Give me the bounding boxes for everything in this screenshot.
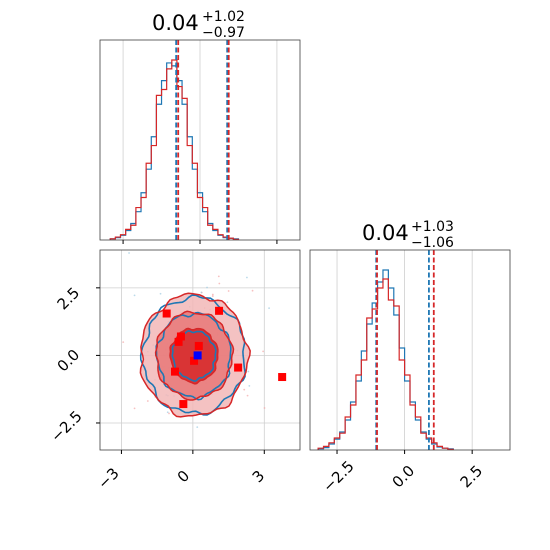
red-square-marker bbox=[179, 400, 188, 409]
histogram-right-title-main: 0.04 bbox=[362, 221, 409, 245]
sample-point bbox=[251, 289, 254, 292]
sample-point bbox=[146, 400, 149, 402]
x-tick-label: −3 bbox=[94, 464, 122, 492]
sample-point bbox=[128, 252, 130, 254]
sample-point bbox=[262, 350, 265, 353]
sample-point bbox=[247, 370, 250, 373]
sample-point bbox=[133, 294, 136, 297]
x-tick-label: 0 bbox=[174, 467, 193, 486]
sample-point bbox=[211, 295, 214, 298]
sample-point bbox=[217, 275, 220, 278]
red-square-marker bbox=[190, 356, 199, 365]
x-tick-label: −2.5 bbox=[319, 457, 357, 495]
blue-contour-line bbox=[139, 294, 246, 416]
sample-point bbox=[248, 384, 251, 387]
sample-point bbox=[226, 301, 229, 304]
red-square-marker bbox=[171, 367, 179, 376]
red-contour-line bbox=[154, 310, 235, 401]
histogram-right-frame bbox=[309, 249, 511, 451]
x-tick-label: 0.0 bbox=[389, 462, 419, 492]
scatter-frame bbox=[99, 249, 301, 451]
histogram-series-1 bbox=[317, 278, 454, 450]
red-square-marker bbox=[162, 309, 171, 318]
sample-point bbox=[166, 411, 169, 414]
sample-point bbox=[218, 282, 221, 285]
sample-point bbox=[206, 286, 208, 289]
red-square-marker bbox=[278, 373, 287, 382]
sample-point bbox=[133, 407, 136, 410]
sample-point bbox=[168, 412, 170, 415]
x-tick-label: 3 bbox=[249, 467, 268, 486]
scatter-contour-panel: −3 0 3 2.5 0.0 −2.5 bbox=[47, 249, 301, 493]
histogram-series-1 bbox=[109, 59, 240, 241]
sample-point bbox=[211, 293, 214, 296]
red-square-marker bbox=[234, 363, 243, 372]
sample-point bbox=[227, 290, 230, 292]
blue-square-marker bbox=[193, 351, 202, 360]
histogram-right-title-sup: +1.03 bbox=[411, 219, 454, 235]
sample-point bbox=[263, 407, 266, 409]
sample-point bbox=[200, 291, 203, 294]
blue-contour-line bbox=[171, 329, 217, 383]
histogram-right-title-sub: −1.06 bbox=[411, 235, 454, 251]
sample-point bbox=[159, 292, 162, 295]
red-square-marker bbox=[215, 306, 224, 315]
y-tick-label: 0.0 bbox=[54, 346, 84, 376]
red-contour-line bbox=[139, 292, 251, 418]
sample-point bbox=[196, 426, 199, 429]
y-tick-label: 2.5 bbox=[54, 284, 84, 314]
sample-point bbox=[246, 394, 249, 397]
x-tick-label: 2.5 bbox=[457, 462, 487, 492]
sample-point bbox=[268, 307, 270, 310]
y-tick-label: −2.5 bbox=[47, 407, 85, 445]
histogram-panel-right: 0.04 +1.03 −1.06 −2.5 0.0 2.5 bbox=[309, 219, 511, 496]
histogram-top-title-sup: +1.02 bbox=[202, 9, 245, 25]
red-square-marker bbox=[194, 341, 203, 350]
histogram-top-title-sub: −0.97 bbox=[202, 25, 245, 41]
histogram-series-0 bbox=[109, 62, 240, 240]
sample-point bbox=[246, 276, 248, 279]
histogram-top-title-main: 0.04 bbox=[152, 11, 199, 35]
sample-point bbox=[122, 341, 125, 344]
histogram-panel-top: 0.04 +1.02 −0.97 bbox=[99, 9, 301, 244]
sample-point bbox=[243, 388, 246, 391]
red-square-marker bbox=[176, 332, 185, 341]
red-square-marker bbox=[174, 337, 183, 346]
red-contour-line bbox=[169, 327, 219, 385]
